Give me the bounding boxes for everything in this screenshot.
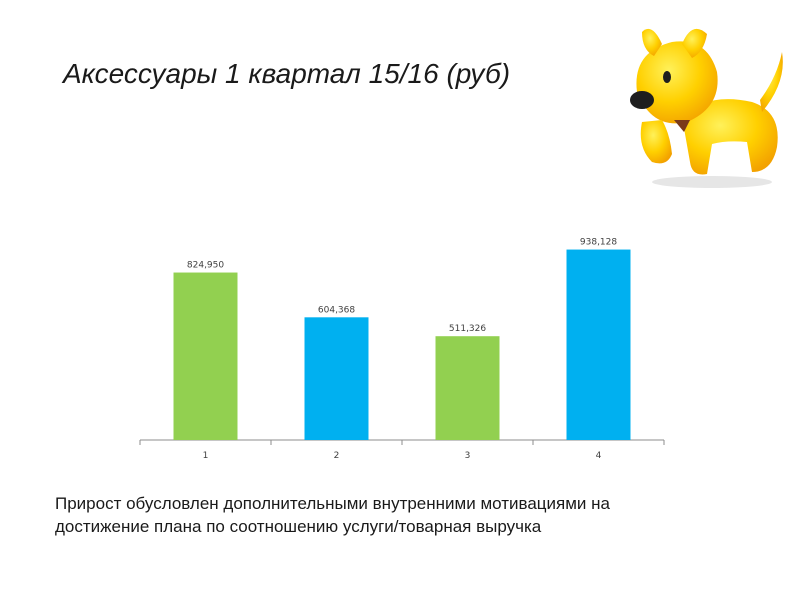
data-label: 824,950	[187, 261, 224, 271]
caption: Прирост обусловлен дополнительными внутр…	[55, 492, 755, 538]
x-tick-label: 4	[596, 451, 602, 461]
data-label: 511,326	[449, 324, 486, 334]
bar-2	[304, 317, 369, 440]
yellow-dog-mascot-icon	[630, 28, 783, 188]
x-tick-label: 3	[465, 451, 471, 461]
caption-line: Прирост обусловлен дополнительными внутр…	[55, 494, 610, 513]
caption-line: достижение плана по соотношению услуги/т…	[55, 517, 542, 536]
bar-1	[173, 272, 238, 440]
data-label: 604,368	[318, 305, 355, 315]
x-tick-label: 2	[334, 451, 340, 461]
page-title: Аксессуары 1 квартал 15/16 (руб)	[63, 58, 511, 89]
data-label: 938,128	[580, 238, 617, 248]
bar-3	[435, 336, 500, 440]
bar-4	[566, 249, 631, 440]
x-tick-label: 1	[203, 451, 209, 461]
